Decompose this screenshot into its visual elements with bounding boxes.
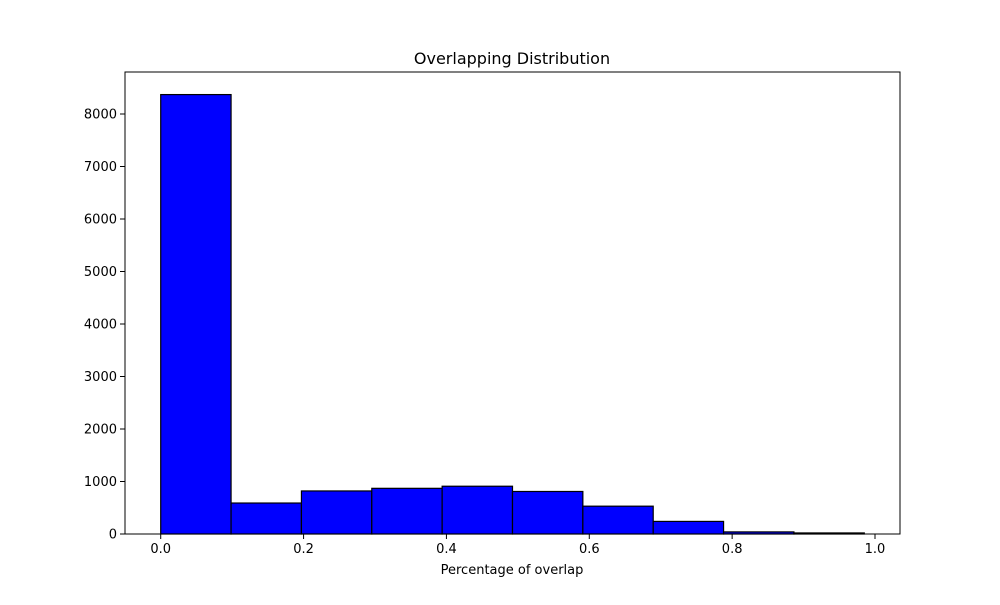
bars-group: [160, 93, 865, 535]
histogram-bar: [230, 502, 303, 535]
x-tick-label: 0.6: [579, 542, 600, 557]
y-tick-label: 8000: [84, 108, 117, 123]
histogram-bar: [441, 485, 514, 535]
histogram-bar: [582, 505, 654, 535]
x-tick-label: 0.8: [722, 542, 743, 557]
y-tick-label: 7000: [84, 160, 117, 175]
x-tick-label: 1.0: [865, 542, 886, 557]
chart-title: Overlapping Distribution: [414, 49, 610, 68]
histogram-bar: [160, 93, 232, 535]
x-tick-label: 0.4: [436, 542, 457, 557]
x-axis-ticks: 0.0 0.2 0.4 0.6 0.8 1.0: [150, 534, 885, 557]
y-tick-label: 5000: [84, 265, 117, 280]
y-tick-label: 0: [109, 528, 117, 543]
y-tick-label: 6000: [84, 213, 117, 228]
histogram-bar: [652, 520, 725, 535]
y-axis-ticks: 0 1000 2000 3000 4000 5000 6000 7000 8000: [84, 108, 125, 543]
histogram-bar: [371, 487, 443, 535]
x-axis-label: Percentage of overlap: [441, 563, 584, 578]
y-tick-label: 1000: [84, 475, 117, 490]
histogram-bar: [511, 490, 584, 535]
x-tick-label: 0.0: [150, 542, 171, 557]
histogram-bar: [300, 490, 373, 535]
plot-frame: [124, 71, 901, 535]
x-tick-label: 0.2: [293, 542, 314, 557]
y-tick-label: 3000: [84, 370, 117, 385]
y-tick-label: 2000: [84, 423, 117, 438]
y-tick-label: 4000: [84, 318, 117, 333]
